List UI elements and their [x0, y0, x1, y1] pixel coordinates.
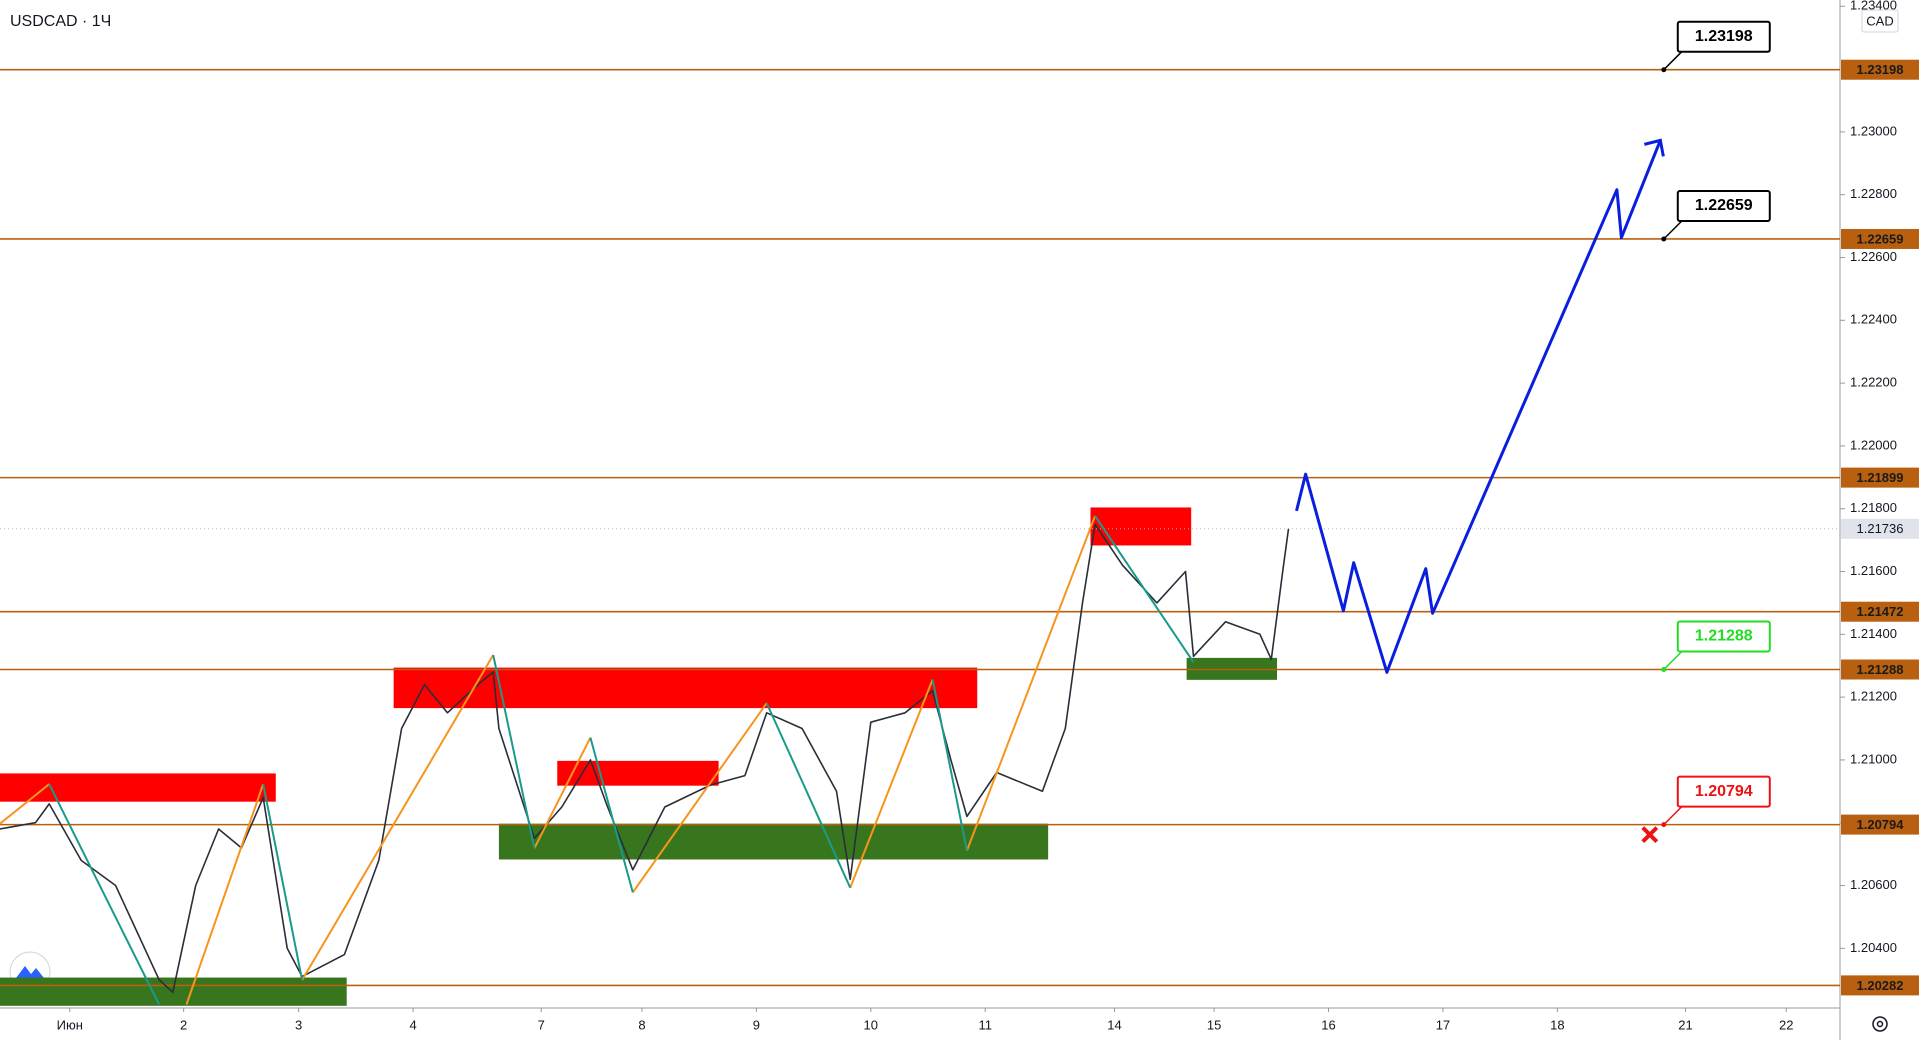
series-up-leg: [301, 654, 495, 981]
level-price-box: [1841, 228, 1919, 249]
x-tick-label: 2: [180, 1017, 187, 1032]
y-tick-label: 1.23000: [1850, 123, 1897, 138]
y-tick-label: 1.22600: [1850, 249, 1897, 264]
currency-box: [1861, 9, 1899, 33]
series-down-leg: [765, 702, 852, 889]
series-up-leg: [185, 783, 265, 1005]
zone: [498, 823, 1049, 860]
x-tick-label: 11: [978, 1017, 992, 1032]
series-forecast: [1295, 139, 1662, 674]
x-tick-label: 8: [638, 1017, 645, 1032]
y-tick-label: 1.21600: [1850, 563, 1897, 578]
series-price: [0, 523, 1290, 994]
zone: [1090, 507, 1192, 546]
level-price-box: [1841, 467, 1919, 488]
level-price-label: 1.21472: [1857, 604, 1904, 619]
level-price-label: 1.23198: [1857, 62, 1904, 77]
series-up-leg: [849, 679, 934, 889]
series-down-leg: [589, 737, 634, 893]
series-down-leg: [1094, 515, 1195, 663]
series-down-leg: [492, 654, 536, 849]
x-tick-label: 10: [864, 1017, 878, 1032]
level-price-label: 1.20794: [1857, 817, 1905, 832]
x-tick-label: 15: [1207, 1017, 1221, 1032]
callout-box: [1676, 620, 1771, 653]
callout-label: 1.20794: [1695, 783, 1753, 800]
price-labels: 1.23198 1.22659 1.21899 1.21472 1.21288 1.207…: [1841, 59, 1919, 996]
y-tick-label: 1.22200: [1850, 375, 1897, 390]
level-price-box: [1841, 601, 1919, 622]
callout-anchor: [1661, 822, 1667, 828]
x-tick-label: 4: [409, 1017, 416, 1032]
last-price-label: 1.21736: [1857, 521, 1904, 536]
x-tick-label: 18: [1550, 1017, 1564, 1032]
y-tick-label: 1.22400: [1850, 312, 1897, 327]
callout-box: [1676, 189, 1771, 222]
level-price-label: 1.22659: [1857, 231, 1904, 246]
y-tick-label: 1.22000: [1850, 437, 1897, 452]
level-price-box: [1841, 975, 1919, 996]
y-tick-label: 1.20600: [1850, 877, 1897, 892]
callout-anchor: [1661, 236, 1667, 242]
series-up-leg: [965, 515, 1097, 852]
level-price-label: 1.21288: [1857, 662, 1904, 677]
callout-pointer: [1663, 220, 1683, 240]
zone: [0, 773, 276, 802]
y-axis: 1.204001.206001.208001.210001.212001.214…: [1840, 0, 1897, 955]
level-price-label: 1.20282: [1857, 978, 1904, 993]
y-tick-label: 1.22800: [1850, 186, 1897, 201]
series-up-leg: [533, 737, 592, 849]
symbol-title: USDCAD · 1Ч: [10, 13, 111, 30]
callout-label: 1.21288: [1695, 628, 1753, 645]
y-tick-label: 1.21800: [1850, 500, 1897, 515]
series-up-leg: [631, 702, 768, 893]
x-tick-label: 3: [295, 1017, 302, 1032]
callout-label: 1.22659: [1695, 197, 1753, 214]
x-tick-label: 14: [1107, 1017, 1121, 1032]
settings-icon[interactable]: [1872, 1016, 1888, 1032]
x-tick-label: 9: [753, 1017, 760, 1032]
level-price-box: [1841, 814, 1919, 835]
stop-mark: [1641, 826, 1659, 844]
x-tick-label: 7: [538, 1017, 545, 1032]
callout-anchor: [1661, 67, 1667, 73]
y-tick-label: 1.21000: [1850, 751, 1897, 766]
callout-label: 1.23198: [1695, 28, 1753, 45]
x-tick-label: 22: [1779, 1017, 1793, 1032]
series-down-leg: [931, 679, 968, 851]
callout-pointer: [1663, 51, 1683, 71]
y-tick-label: 1.20400: [1850, 940, 1897, 955]
forecast-arrowhead: [1643, 138, 1665, 157]
currency-label: CAD: [1866, 13, 1893, 28]
series-down-leg: [48, 783, 160, 1005]
callout-box: [1676, 20, 1771, 53]
level-price-box: [1841, 59, 1919, 80]
callout-pointer: [1663, 650, 1683, 671]
level-price-box: [1841, 659, 1919, 680]
y-tick-label: 1.23400: [1850, 0, 1897, 13]
y-tick-label: 1.21200: [1850, 689, 1897, 704]
last-price-box: [1841, 518, 1919, 539]
x-tick-label: 21: [1678, 1017, 1692, 1032]
series-down-leg: [262, 783, 304, 981]
level-price-label: 1.21899: [1857, 470, 1904, 485]
series-up-leg: [0, 783, 50, 825]
x-tick-label: Июн: [57, 1017, 83, 1032]
y-tick-label: 1.21400: [1850, 626, 1897, 641]
callout-anchor: [1661, 666, 1667, 672]
x-tick-label: 16: [1321, 1017, 1335, 1032]
callout-box: [1676, 775, 1771, 808]
callout-pointer: [1663, 806, 1683, 826]
zone: [557, 760, 719, 786]
x-tick-label: 17: [1436, 1017, 1450, 1032]
